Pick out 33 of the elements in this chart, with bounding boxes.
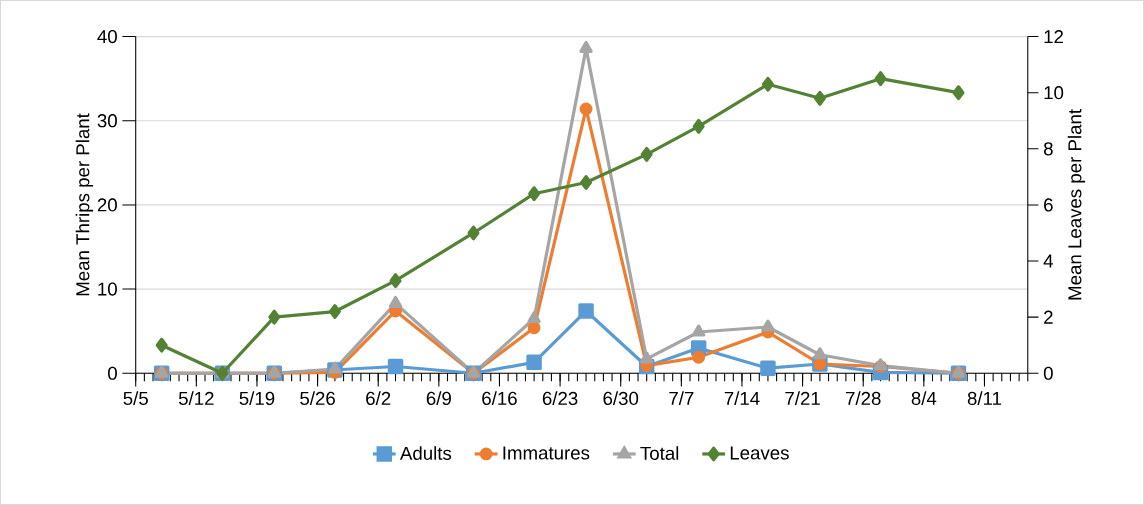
x-tick-label: 8/4 — [911, 391, 937, 406]
x-tick-label: 5/26 — [300, 391, 335, 406]
legend-label: Adults — [399, 446, 452, 460]
x-tick-label: 6/23 — [542, 391, 578, 406]
y2-tick-label: 4 — [1043, 254, 1053, 268]
y-tick-label: 0 — [108, 366, 117, 380]
x-tick-label: 7/28 — [846, 391, 881, 406]
x-tick-label: 6/9 — [426, 391, 451, 406]
x-tick-label: 5/12 — [178, 391, 214, 406]
x-tick-label: 6/30 — [603, 391, 639, 406]
y2-tick-label: 0 — [1043, 366, 1053, 380]
legend-label: Total — [640, 446, 679, 460]
y-axis-title: Mean Thrips per Plant — [75, 113, 94, 296]
y-tick-label: 40 — [97, 29, 117, 44]
x-tick-label: 7/7 — [669, 391, 694, 406]
x-tick-label: 5/19 — [239, 391, 275, 406]
y2-axis-title: Mean Leaves per Plant — [1067, 109, 1086, 300]
y2-tick-label: 2 — [1044, 310, 1053, 324]
legend-label: Immatures — [503, 446, 590, 460]
y2-tick-label: 12 — [1044, 30, 1063, 44]
x-tick-label: 6/2 — [366, 391, 391, 406]
x-tick-label: 8/11 — [967, 391, 1002, 406]
y-tick-label: 10 — [98, 282, 117, 296]
x-tick-label: 7/14 — [724, 391, 760, 406]
y-tick-label: 20 — [97, 198, 117, 212]
x-tick-label: 7/21 — [785, 391, 820, 406]
y-tick-label: 30 — [97, 114, 117, 128]
legend-label: Leaves — [730, 446, 789, 460]
y2-tick-label: 6 — [1044, 198, 1053, 212]
y2-tick-label: 10 — [1044, 86, 1064, 100]
x-tick-label: 5/5 — [123, 391, 148, 406]
x-tick-label: 6/16 — [482, 391, 517, 406]
y2-tick-label: 8 — [1043, 142, 1053, 156]
